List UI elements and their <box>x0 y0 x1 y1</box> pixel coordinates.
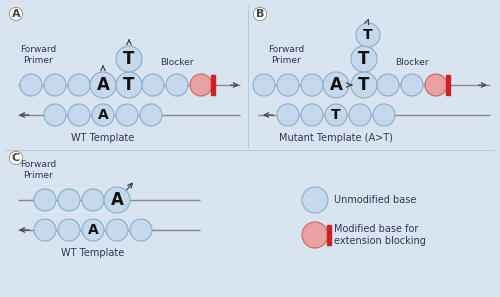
Bar <box>327 225 331 245</box>
Text: WT Template: WT Template <box>62 248 124 258</box>
Text: Unmodified base: Unmodified base <box>334 195 416 205</box>
Circle shape <box>68 104 90 126</box>
Circle shape <box>356 23 380 47</box>
Text: Forward
Primer: Forward Primer <box>20 45 56 65</box>
Text: C: C <box>12 153 20 163</box>
Text: Blocker: Blocker <box>395 58 429 67</box>
Circle shape <box>116 104 138 126</box>
Circle shape <box>325 74 347 96</box>
Circle shape <box>68 74 90 96</box>
Text: Forward
Primer: Forward Primer <box>268 45 304 65</box>
Text: Modified base for
extension blocking: Modified base for extension blocking <box>334 224 426 246</box>
Text: A: A <box>96 76 110 94</box>
Text: T: T <box>124 76 134 94</box>
Circle shape <box>44 74 66 96</box>
Circle shape <box>351 46 377 72</box>
Circle shape <box>82 219 104 241</box>
Text: T: T <box>358 50 370 68</box>
Text: A: A <box>330 76 342 94</box>
Circle shape <box>373 104 395 126</box>
Bar <box>446 75 450 95</box>
Circle shape <box>140 104 162 126</box>
Circle shape <box>58 189 80 211</box>
Circle shape <box>20 74 42 96</box>
Circle shape <box>58 219 80 241</box>
Circle shape <box>142 74 164 96</box>
Circle shape <box>277 74 299 96</box>
Circle shape <box>301 74 323 96</box>
Circle shape <box>302 222 328 248</box>
Text: Mutant Template (A>T): Mutant Template (A>T) <box>279 133 393 143</box>
Circle shape <box>90 72 116 98</box>
Circle shape <box>82 189 104 211</box>
Circle shape <box>34 219 56 241</box>
Text: Forward
Primer: Forward Primer <box>20 160 56 180</box>
Circle shape <box>253 74 275 96</box>
Text: T: T <box>363 28 373 42</box>
Text: Blocker: Blocker <box>160 58 194 67</box>
Text: A: A <box>98 108 108 122</box>
Circle shape <box>401 74 423 96</box>
Circle shape <box>323 72 349 98</box>
Text: A: A <box>110 191 124 209</box>
Circle shape <box>349 104 371 126</box>
Circle shape <box>325 104 347 126</box>
Circle shape <box>116 72 142 98</box>
Circle shape <box>92 74 114 96</box>
Circle shape <box>106 219 128 241</box>
Text: T: T <box>124 50 134 68</box>
Circle shape <box>351 72 377 98</box>
Text: T: T <box>358 76 370 94</box>
Text: A: A <box>88 223 99 237</box>
Circle shape <box>166 74 188 96</box>
Circle shape <box>425 74 447 96</box>
Circle shape <box>34 189 56 211</box>
Circle shape <box>104 187 130 213</box>
Text: A: A <box>12 9 20 19</box>
Circle shape <box>116 46 142 72</box>
Text: B: B <box>256 9 264 19</box>
Circle shape <box>301 104 323 126</box>
Circle shape <box>130 219 152 241</box>
Circle shape <box>92 104 114 126</box>
Bar <box>211 75 215 95</box>
Circle shape <box>190 74 212 96</box>
Text: WT Template: WT Template <box>72 133 134 143</box>
Circle shape <box>44 104 66 126</box>
Circle shape <box>277 104 299 126</box>
Circle shape <box>377 74 399 96</box>
Text: T: T <box>331 108 341 122</box>
Circle shape <box>302 187 328 213</box>
